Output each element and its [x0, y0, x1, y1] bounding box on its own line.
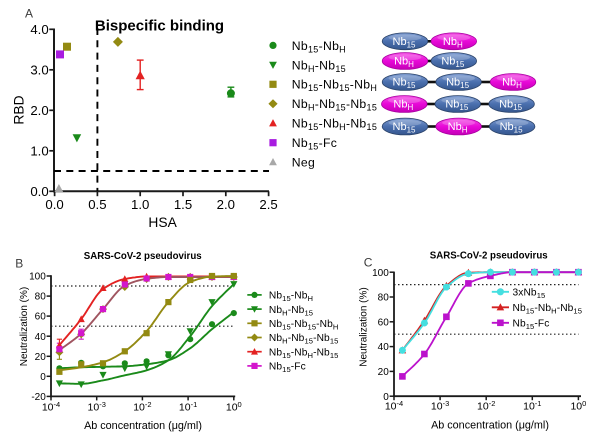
svg-text:0: 0	[40, 372, 46, 383]
svg-text:Nb15: Nb15	[445, 99, 469, 113]
svg-text:Neutralization (%): Neutralization (%)	[19, 287, 30, 366]
svg-text:Ab concentration (μg/ml): Ab concentration (μg/ml)	[431, 420, 549, 432]
svg-text:Nb15-NbH-Nb15: Nb15-NbH-Nb15	[513, 303, 583, 316]
svg-text:0.0: 0.0	[30, 184, 48, 199]
svg-text:Nb15-Nb15-NbH: Nb15-Nb15-NbH	[292, 78, 377, 94]
svg-text:Nb15: Nb15	[499, 99, 523, 113]
svg-text:Nb15: Nb15	[393, 36, 417, 50]
svg-text:HSA: HSA	[148, 215, 177, 230]
svg-text:Nb15-NbH: Nb15-NbH	[269, 291, 313, 304]
svg-text:100: 100	[372, 268, 389, 279]
svg-text:A: A	[25, 7, 33, 21]
svg-text:-20: -20	[31, 392, 46, 403]
svg-text:1.5: 1.5	[174, 197, 192, 212]
svg-text:NbH-Nb15: NbH-Nb15	[292, 58, 346, 74]
svg-text:0.0: 0.0	[45, 197, 63, 212]
svg-text:NbH: NbH	[393, 99, 413, 113]
svg-text:B: B	[15, 256, 23, 270]
svg-text:3xNb15: 3xNb15	[513, 288, 546, 301]
svg-text:2.5: 2.5	[259, 197, 277, 212]
svg-text:Nb15: Nb15	[500, 121, 524, 135]
svg-text:SARS-CoV-2 pseudovirus: SARS-CoV-2 pseudovirus	[430, 251, 548, 262]
svg-text:SARS-CoV-2 pseudovirus: SARS-CoV-2 pseudovirus	[84, 251, 202, 262]
svg-text:80: 80	[378, 293, 390, 304]
svg-text:Ab concentration (μg/ml): Ab concentration (μg/ml)	[84, 420, 202, 432]
svg-text:60: 60	[378, 317, 390, 328]
svg-text:20: 20	[378, 367, 390, 378]
svg-text:Nb15: Nb15	[446, 77, 470, 91]
svg-text:Nb15-NbH-Nb15: Nb15-NbH-Nb15	[269, 347, 339, 360]
svg-text:2.0: 2.0	[217, 197, 235, 212]
svg-text:Nb15-Fc: Nb15-Fc	[292, 136, 337, 152]
svg-text:Bispecific binding: Bispecific binding	[95, 18, 224, 35]
svg-text:Nb15-NbH: Nb15-NbH	[292, 39, 346, 55]
svg-text:3.0: 3.0	[30, 62, 48, 77]
svg-text:NbH-Nb15-Nb15: NbH-Nb15-Nb15	[292, 97, 377, 113]
svg-text:Neutralization (%): Neutralization (%)	[358, 287, 369, 366]
svg-text:80: 80	[35, 292, 47, 303]
svg-text:Nb15: Nb15	[393, 77, 417, 91]
svg-text:Nb15-Fc: Nb15-Fc	[269, 362, 306, 375]
svg-text:0: 0	[383, 392, 389, 403]
svg-text:60: 60	[35, 312, 47, 323]
svg-text:100: 100	[29, 272, 46, 283]
svg-text:1.0: 1.0	[30, 143, 48, 158]
svg-text:40: 40	[378, 342, 390, 353]
svg-text:NbH-Nb15: NbH-Nb15	[269, 305, 313, 318]
svg-text:Nb15-Nb15-NbH: Nb15-Nb15-NbH	[269, 319, 339, 332]
svg-text:Nb15-NbH-Nb15: Nb15-NbH-Nb15	[292, 117, 377, 133]
svg-text:4.0: 4.0	[30, 22, 48, 37]
svg-text:Neg: Neg	[292, 156, 315, 170]
svg-text:0.5: 0.5	[88, 197, 106, 212]
svg-text:40: 40	[35, 332, 47, 343]
svg-text:NbH: NbH	[394, 56, 414, 70]
svg-text:20: 20	[35, 352, 47, 363]
svg-text:C: C	[364, 256, 373, 270]
svg-text:NbH: NbH	[502, 77, 522, 91]
svg-text:2.0: 2.0	[30, 103, 48, 118]
svg-text:RBD: RBD	[12, 95, 27, 124]
svg-text:Nb15: Nb15	[441, 56, 465, 70]
svg-text:NbH-Nb15-Nb15: NbH-Nb15-Nb15	[269, 333, 339, 346]
svg-text:NbH: NbH	[443, 36, 463, 50]
svg-text:Nb15: Nb15	[393, 121, 417, 135]
svg-text:1.0: 1.0	[131, 197, 149, 212]
svg-text:Nb15-Fc: Nb15-Fc	[513, 319, 550, 332]
svg-text:NbH: NbH	[448, 121, 468, 135]
